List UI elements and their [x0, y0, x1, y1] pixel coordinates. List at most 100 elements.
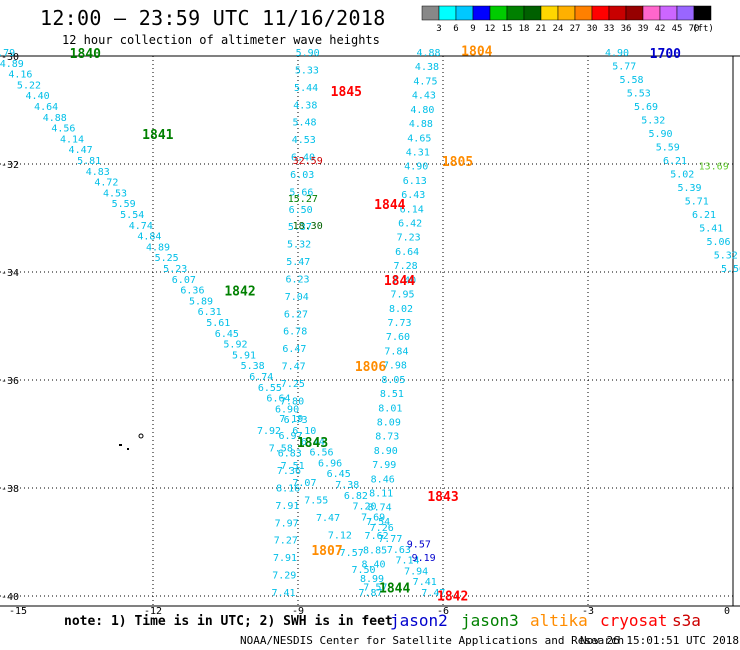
wave-height-value: 4.88 — [416, 48, 440, 59]
wave-height-value: 4.53 — [103, 188, 127, 199]
wave-height-value: 6.21 — [692, 210, 716, 221]
pass-time-label: 1840 — [70, 47, 101, 62]
wave-height-value: 6.45 — [215, 329, 239, 340]
wave-height-value: 5.32 — [714, 251, 738, 262]
wave-height-value: 7.51 — [281, 461, 305, 472]
wave-height-value: 7.38 — [335, 480, 359, 491]
pass-time-label: 1844 — [374, 198, 405, 213]
wave-height-value: 8.90 — [374, 446, 398, 457]
pass-time-label: 1807 — [311, 544, 342, 559]
wave-height-value: 4.74 — [129, 221, 153, 232]
wave-height-value: 5.41 — [699, 224, 723, 235]
legend-s3a: s3a — [672, 611, 701, 630]
pass-time-labels: 1840 1841 1842 1843 1844 1845 1844 1844 1843 1842… — [70, 44, 681, 604]
wave-height-value: 5.53 — [627, 89, 651, 100]
island-marker — [138, 433, 144, 439]
pass-time-label: 1841 — [142, 128, 173, 143]
wave-height-value: 7.69 — [361, 512, 385, 523]
wave-height-value: 4.38 — [415, 62, 439, 73]
wave-height-value: 7.57 — [363, 583, 387, 594]
wave-height-value: 6.31 — [198, 307, 222, 318]
island-marker — [127, 448, 129, 450]
wave-height-value: 4.40 — [26, 91, 50, 102]
legend-jason3: jason3 — [461, 611, 519, 630]
wave-height-value: 6.27 — [284, 309, 308, 320]
wave-height-value: 5.59 — [656, 143, 680, 154]
wave-height-value: 5.37 — [288, 222, 312, 233]
color-swatch — [455, 5, 474, 21]
y-tick-label: -34 — [1, 268, 19, 279]
color-swatch — [540, 5, 559, 21]
wave-height-value: 5.71 — [685, 197, 709, 208]
y-tick-label: -30 — [1, 52, 19, 63]
color-swatch — [421, 5, 440, 21]
wave-height-value: 6.97 — [278, 431, 302, 442]
wave-height-value: 6.03 — [290, 170, 314, 181]
pass-time-label: 1844 — [379, 582, 410, 597]
high-wave-value: 18.30 — [293, 221, 323, 232]
high-wave-value: 32.59 — [293, 156, 323, 167]
wave-height-value: 6.73 — [284, 415, 308, 426]
legend-altika: altika — [530, 611, 588, 630]
color-scale-label: 39 — [638, 24, 649, 34]
legend-jason2: jason2 — [390, 611, 448, 630]
x-tick-label: -6 — [437, 606, 449, 617]
wave-height-value: 7.99 — [372, 460, 396, 471]
y-tick-label: -36 — [1, 376, 19, 387]
wave-height-value: 7.41 — [413, 577, 437, 588]
color-scale-label: 36 — [621, 24, 632, 34]
wave-height-value: 7.36 — [277, 466, 301, 477]
high-wave-value: 9.19 — [412, 553, 436, 564]
high-wave-value: 15.27 — [288, 194, 318, 205]
wave-height-value: 5.58 — [619, 75, 643, 86]
wave-height-value: 7.50 — [351, 565, 375, 576]
wave-height-value: 6.55 — [258, 383, 282, 394]
wave-height-value: 5.50 — [721, 264, 740, 275]
wave-height-value: 7.07 — [292, 478, 316, 489]
color-scale-label: 3 — [436, 24, 441, 34]
color-swatch — [557, 5, 576, 21]
axis-ticks: -15 -12 -9 -6 -3 0-30-32-34-36-38-40 — [1, 52, 730, 617]
wave-height-value: 4.72 — [94, 178, 118, 189]
wave-height-value: 5.66 — [289, 187, 313, 198]
color-scale-label: 33 — [604, 24, 615, 34]
island-marker — [119, 444, 122, 446]
wave-height-value: 6.64 — [266, 394, 290, 405]
wave-height-value: 4.80 — [410, 105, 434, 116]
color-scale-label: 18 — [519, 24, 530, 34]
wave-height-value: 5.91 — [232, 350, 256, 361]
wave-height-value: 4.88 — [409, 119, 433, 130]
wave-height-value: 7.54 — [366, 517, 390, 528]
wave-height-value: 7.62 — [365, 531, 389, 542]
wave-height-value: 7.29 — [272, 571, 296, 582]
pass-time-label: 1805 — [442, 155, 473, 170]
map-subtitle: 12 hour collection of altimeter wave hei… — [62, 33, 380, 47]
wave-height-value: 8.99 — [360, 574, 384, 585]
wave-height-value: 5.39 — [677, 183, 701, 194]
wave-height-value: 7.26 — [370, 523, 394, 534]
wave-height-value: 5.32 — [641, 116, 665, 127]
color-scale-label: 42 — [655, 24, 666, 34]
wave-height-value: 7.14 — [395, 556, 419, 567]
wave-height-value: 4.31 — [406, 147, 430, 158]
color-scale-label: 27 — [570, 24, 581, 34]
wave-height-value: 6.14 — [400, 204, 424, 215]
color-swatch — [676, 5, 695, 21]
legend-cryosat: cryosat — [600, 611, 667, 630]
wave-height-value: 4.64 — [34, 102, 58, 113]
wave-height-value: 8.16 — [276, 483, 300, 494]
x-tick-label: -12 — [144, 606, 162, 617]
color-swatch — [506, 5, 525, 21]
color-swatch — [574, 5, 593, 21]
color-swatch — [472, 5, 491, 21]
y-tick-label: -40 — [1, 592, 19, 603]
satellite-legend: jason2 jason3 altika cryosat s3a — [390, 611, 701, 630]
wave-height-value: 7.19 — [279, 414, 303, 425]
wave-height-value: 7.04 — [285, 292, 309, 303]
pass-time-label: 1843 — [427, 490, 458, 505]
wave-height-value: 6.13 — [403, 176, 427, 187]
wave-height-value: 5.81 — [77, 156, 101, 167]
altimeter-tracks: 3.794.894.165.224.404.644.884.564.144.47… — [0, 48, 740, 599]
wave-height-value: 8.73 — [375, 432, 399, 443]
wave-height-value: 6.78 — [283, 327, 307, 338]
